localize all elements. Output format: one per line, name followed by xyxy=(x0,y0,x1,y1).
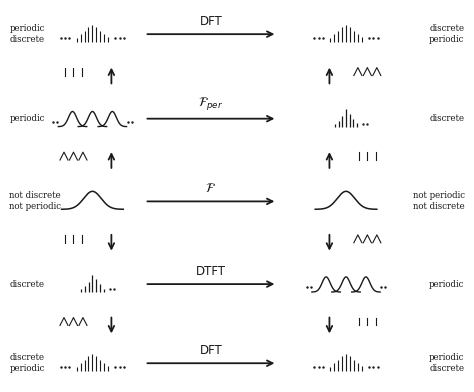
Text: DTFT: DTFT xyxy=(196,265,226,278)
Text: not discrete
not periodic: not discrete not periodic xyxy=(9,191,62,211)
Text: periodic: periodic xyxy=(429,279,465,289)
Text: DFT: DFT xyxy=(200,345,222,358)
Text: periodic
discrete: periodic discrete xyxy=(429,353,465,373)
Text: discrete: discrete xyxy=(429,114,465,123)
Text: discrete
periodic: discrete periodic xyxy=(429,24,465,44)
Text: $\mathcal{F}$: $\mathcal{F}$ xyxy=(206,182,216,195)
Text: periodic: periodic xyxy=(9,114,45,123)
Text: not periodic
not discrete: not periodic not discrete xyxy=(412,191,465,211)
Text: periodic
discrete: periodic discrete xyxy=(9,24,45,44)
Text: $\mathcal{F}_{per}$: $\mathcal{F}_{per}$ xyxy=(198,95,224,112)
Text: DFT: DFT xyxy=(200,15,222,28)
Text: discrete
periodic: discrete periodic xyxy=(9,353,45,373)
Text: discrete: discrete xyxy=(9,279,45,289)
